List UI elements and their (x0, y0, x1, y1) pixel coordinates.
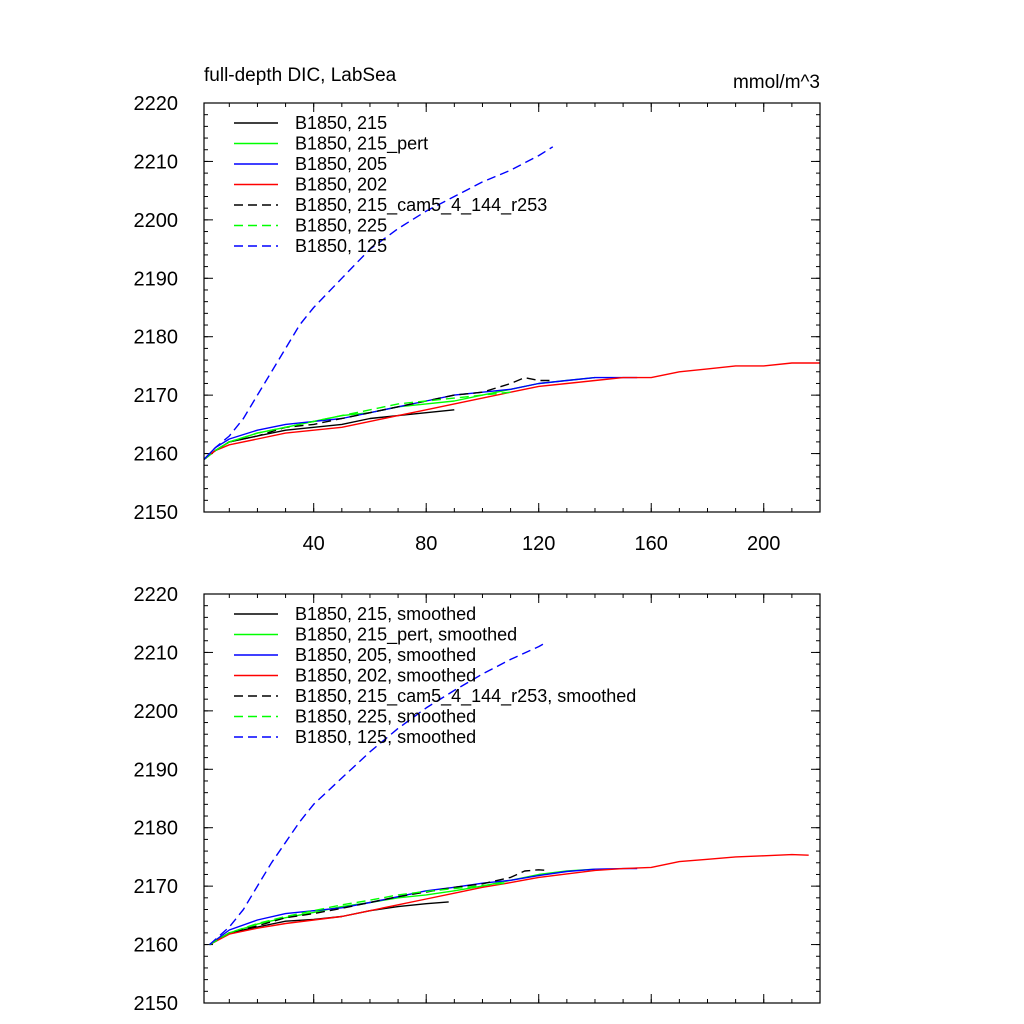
y-tick-label: 2200 (134, 701, 179, 723)
x-tick-label: 40 (303, 533, 325, 555)
x-tick-label: 160 (635, 533, 668, 555)
series-line-5 (209, 869, 548, 946)
legend-label-4: B1850, 202, smoothed (295, 666, 476, 686)
y-tick-label: 2150 (134, 993, 179, 1015)
legend-label-5: B1850, 215_cam5_4_144_r253, smoothed (295, 686, 636, 707)
y-tick-label: 2160 (134, 444, 179, 466)
y-tick-label: 2180 (134, 818, 179, 840)
legend-label-2: B1850, 215_pert, smoothed (295, 625, 517, 646)
y-tick-label: 2170 (134, 385, 179, 407)
series-line-3 (209, 867, 638, 946)
chart-title: full-depth DIC, LabSea (204, 65, 397, 86)
y-tick-label: 2160 (134, 935, 179, 957)
legend-label-4: B1850, 202 (295, 175, 387, 195)
series-line-6 (203, 391, 511, 460)
series-line-7 (209, 641, 548, 946)
legend-label-6: B1850, 225, smoothed (295, 707, 476, 727)
legend-label-3: B1850, 205, smoothed (295, 645, 476, 665)
y-tick-label: 2190 (134, 268, 179, 290)
y-tick-label: 2220 (134, 584, 179, 606)
plot-frame (203, 102, 821, 513)
legend-label-7: B1850, 125 (295, 236, 387, 256)
y-tick-label: 2180 (134, 327, 179, 349)
y-tick-label: 2150 (134, 502, 179, 524)
legend-label-7: B1850, 125, smoothed (295, 727, 476, 747)
x-tick-label: 200 (747, 533, 780, 555)
series-line-3 (203, 376, 638, 460)
series-line-2 (209, 868, 596, 946)
plot-frame (203, 593, 821, 1004)
x-tick-label: 80 (415, 533, 437, 555)
legend-label-3: B1850, 205 (295, 154, 387, 174)
y-tick-label: 2170 (134, 876, 179, 898)
y-tick-label: 2190 (134, 759, 179, 781)
legend-label-2: B1850, 215_pert (295, 134, 428, 155)
series-line-1 (209, 901, 449, 946)
y-tick-label: 2220 (134, 93, 179, 115)
chart-panel-2: 2150 2160 2170 2180 2190 2200 2210 2220 B1850, 2… (134, 584, 821, 1015)
x-tick-label: 120 (522, 533, 555, 555)
legend-label-6: B1850, 225 (295, 216, 387, 236)
legend-label-1: B1850, 215 (295, 113, 387, 133)
series-line-4 (209, 853, 809, 946)
y-tick-label: 2200 (134, 210, 179, 232)
series-line-7 (203, 146, 554, 460)
series-line-2 (203, 376, 596, 460)
units-label: mmol/m^3 (733, 72, 820, 93)
series-line-5 (203, 376, 553, 460)
series-line-6 (209, 882, 506, 946)
legend-label-1: B1850, 215, smoothed (295, 604, 476, 624)
chart-panel-1: 2150 2160 2170 2180 2190 2200 2210 2220 40 80 120 1… (134, 65, 821, 555)
y-tick-label: 2210 (134, 642, 179, 664)
series-line-4 (203, 362, 820, 460)
y-tick-label: 2210 (134, 151, 179, 173)
legend-label-5: B1850, 215_cam5_4_144_r253 (295, 195, 547, 216)
